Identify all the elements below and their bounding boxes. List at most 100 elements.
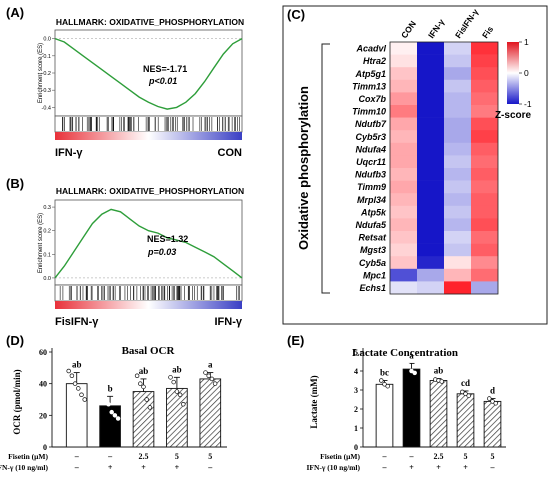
data-point bbox=[99, 390, 105, 396]
gsea-ytick-label: 0.2 bbox=[43, 229, 51, 235]
data-point bbox=[69, 373, 75, 379]
data-point bbox=[463, 391, 468, 397]
bar bbox=[375, 383, 394, 448]
heatmap-cell bbox=[417, 54, 444, 68]
gsea-ylabel-b: Enrichment score (ES) bbox=[38, 213, 44, 273]
heatmap-cell bbox=[417, 117, 444, 131]
heatmap-row-label: Timm10 bbox=[352, 107, 386, 117]
heatmap-row-label: Timm9 bbox=[357, 182, 386, 192]
heatmap-cell bbox=[390, 105, 417, 118]
bar bbox=[483, 400, 502, 448]
heatmap-cell bbox=[444, 155, 471, 169]
heatmap-panel-frame bbox=[282, 5, 548, 325]
gsea-ytick-label: 0.1 bbox=[43, 252, 51, 258]
panel-label-a: (A) bbox=[6, 5, 24, 20]
heatmap-cell bbox=[471, 79, 498, 93]
heatmap-cell bbox=[444, 79, 471, 93]
data-point bbox=[174, 389, 180, 394]
gsea-right-label-a: CON bbox=[218, 147, 243, 159]
heatmap-cell bbox=[417, 180, 444, 194]
heatmap-row-label: Ndufb7 bbox=[355, 119, 387, 129]
panel-label-d: (D) bbox=[6, 333, 24, 348]
ifn-value: – bbox=[207, 463, 213, 472]
significance-letter: ab bbox=[172, 364, 182, 374]
heatmap-cell bbox=[417, 42, 444, 55]
gsea-rank-gradient-a bbox=[55, 132, 242, 140]
heatmap-row-label: Acadvl bbox=[355, 44, 386, 54]
gsea-ytick-label: -0.3 bbox=[42, 88, 51, 94]
heatmap-cell bbox=[417, 92, 444, 106]
row-label-fisetin-d: Fisetin (μM) bbox=[8, 452, 48, 461]
zscore-ticks: 1 0 -1 bbox=[519, 37, 532, 109]
heatmap-column-label: FisIFN-γ bbox=[453, 7, 481, 40]
significance-letter: a bbox=[409, 350, 414, 360]
heatmap-column-label: IFN-γ bbox=[426, 17, 447, 40]
heatmap-cell bbox=[444, 193, 471, 207]
row-label-ifn-e: IFN-γ (10 ng/ml) bbox=[306, 463, 360, 472]
heatmap-cell bbox=[390, 42, 417, 55]
gsea-plot-a: HALLMARK: OXIDATIVE_PHOSPHORYLATION Enri… bbox=[38, 17, 244, 159]
data-point bbox=[466, 393, 471, 398]
heatmap-cell bbox=[390, 205, 417, 219]
heatmap-cell bbox=[390, 218, 417, 232]
data-point bbox=[134, 373, 140, 379]
heatmap-cell bbox=[417, 105, 444, 118]
data-point bbox=[144, 397, 149, 402]
bar-title-e: Lactate Concentration bbox=[352, 347, 458, 359]
gsea-yticks-a: 0.0 -0.1 -0.2 -0.3 -0.4 bbox=[42, 37, 55, 111]
heatmap-cell bbox=[444, 130, 471, 144]
bar-ytick-label: 5 bbox=[354, 348, 358, 357]
heatmap-cell bbox=[471, 168, 498, 181]
heatmap-cell bbox=[390, 256, 417, 270]
data-point bbox=[82, 397, 87, 402]
heatmap-row-label: Timm13 bbox=[352, 81, 386, 91]
bar-ytick-label: 2 bbox=[354, 405, 358, 414]
heatmap-cell bbox=[471, 117, 498, 131]
bar-ylabel-d: OCR (pmol/min) bbox=[12, 369, 22, 434]
fisetin-value: 5 bbox=[491, 452, 495, 461]
bar-ytick-label: 0 bbox=[354, 443, 358, 452]
bar-title-d: Basal OCR bbox=[122, 345, 176, 357]
heatmap-cell bbox=[417, 256, 444, 270]
data-point bbox=[112, 413, 118, 418]
gsea-nes-a: NES=-1.71 bbox=[143, 64, 187, 74]
data-point bbox=[168, 375, 173, 380]
fisetin-value: 2.5 bbox=[139, 452, 149, 461]
fisetin-value: – bbox=[107, 452, 113, 461]
data-point bbox=[209, 376, 215, 382]
ifn-value: + bbox=[141, 463, 146, 472]
heatmap-cell bbox=[390, 155, 417, 169]
heatmap-cell bbox=[471, 281, 498, 295]
heatmap-cell bbox=[417, 155, 444, 169]
heatmap-row-label: Atp5k bbox=[360, 207, 387, 217]
bar-chart-d: Basal OCR OCR (pmol/min) 0 20 40 60 ab – – b – + a… bbox=[0, 345, 227, 472]
heatmap-row-label: Htra2 bbox=[363, 56, 386, 66]
data-point bbox=[177, 392, 183, 398]
heatmap-cell bbox=[417, 243, 444, 257]
fisetin-value: 5 bbox=[208, 452, 212, 461]
ifn-value: + bbox=[409, 463, 414, 472]
heatmap-cell bbox=[471, 130, 498, 144]
data-point bbox=[487, 396, 492, 401]
zscore-tick-label: -1 bbox=[524, 99, 532, 109]
data-point bbox=[439, 379, 444, 384]
zscore-colorbar bbox=[507, 42, 519, 104]
bar-chart-e-plot: 0 1 2 3 4 5 bc – – a – + ab 2.5 + cd 5 + d 5 – bbox=[354, 348, 506, 472]
heatmap-cell bbox=[390, 142, 417, 156]
heatmap-cell bbox=[471, 54, 498, 68]
heatmap-cell bbox=[417, 205, 444, 219]
significance-letter: d bbox=[490, 386, 495, 396]
data-point bbox=[412, 370, 417, 376]
data-point bbox=[147, 405, 153, 410]
fisetin-value: 2.5 bbox=[434, 452, 444, 461]
heatmap-cell bbox=[471, 142, 498, 156]
heatmap-row-label: Retsat bbox=[358, 233, 387, 243]
heatmap-panel: Acadvl Htra2 Atp5g1 Timm13 Cox7b Timm10 Ndufb7… bbox=[282, 5, 548, 325]
heatmap-cell bbox=[417, 130, 444, 144]
heatmap-cells bbox=[389, 41, 499, 295]
gsea-plot-b: HALLMARK: OXIDATIVE_PHOSPHORYLATION Enri… bbox=[38, 186, 244, 328]
gsea-pvalue-b: p=0.03 bbox=[147, 247, 176, 257]
heatmap-cell bbox=[444, 105, 471, 118]
fisetin-value: 5 bbox=[464, 452, 468, 461]
